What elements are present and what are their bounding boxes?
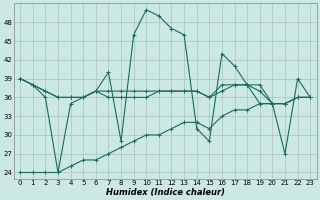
X-axis label: Humidex (Indice chaleur): Humidex (Indice chaleur) [106,188,225,197]
